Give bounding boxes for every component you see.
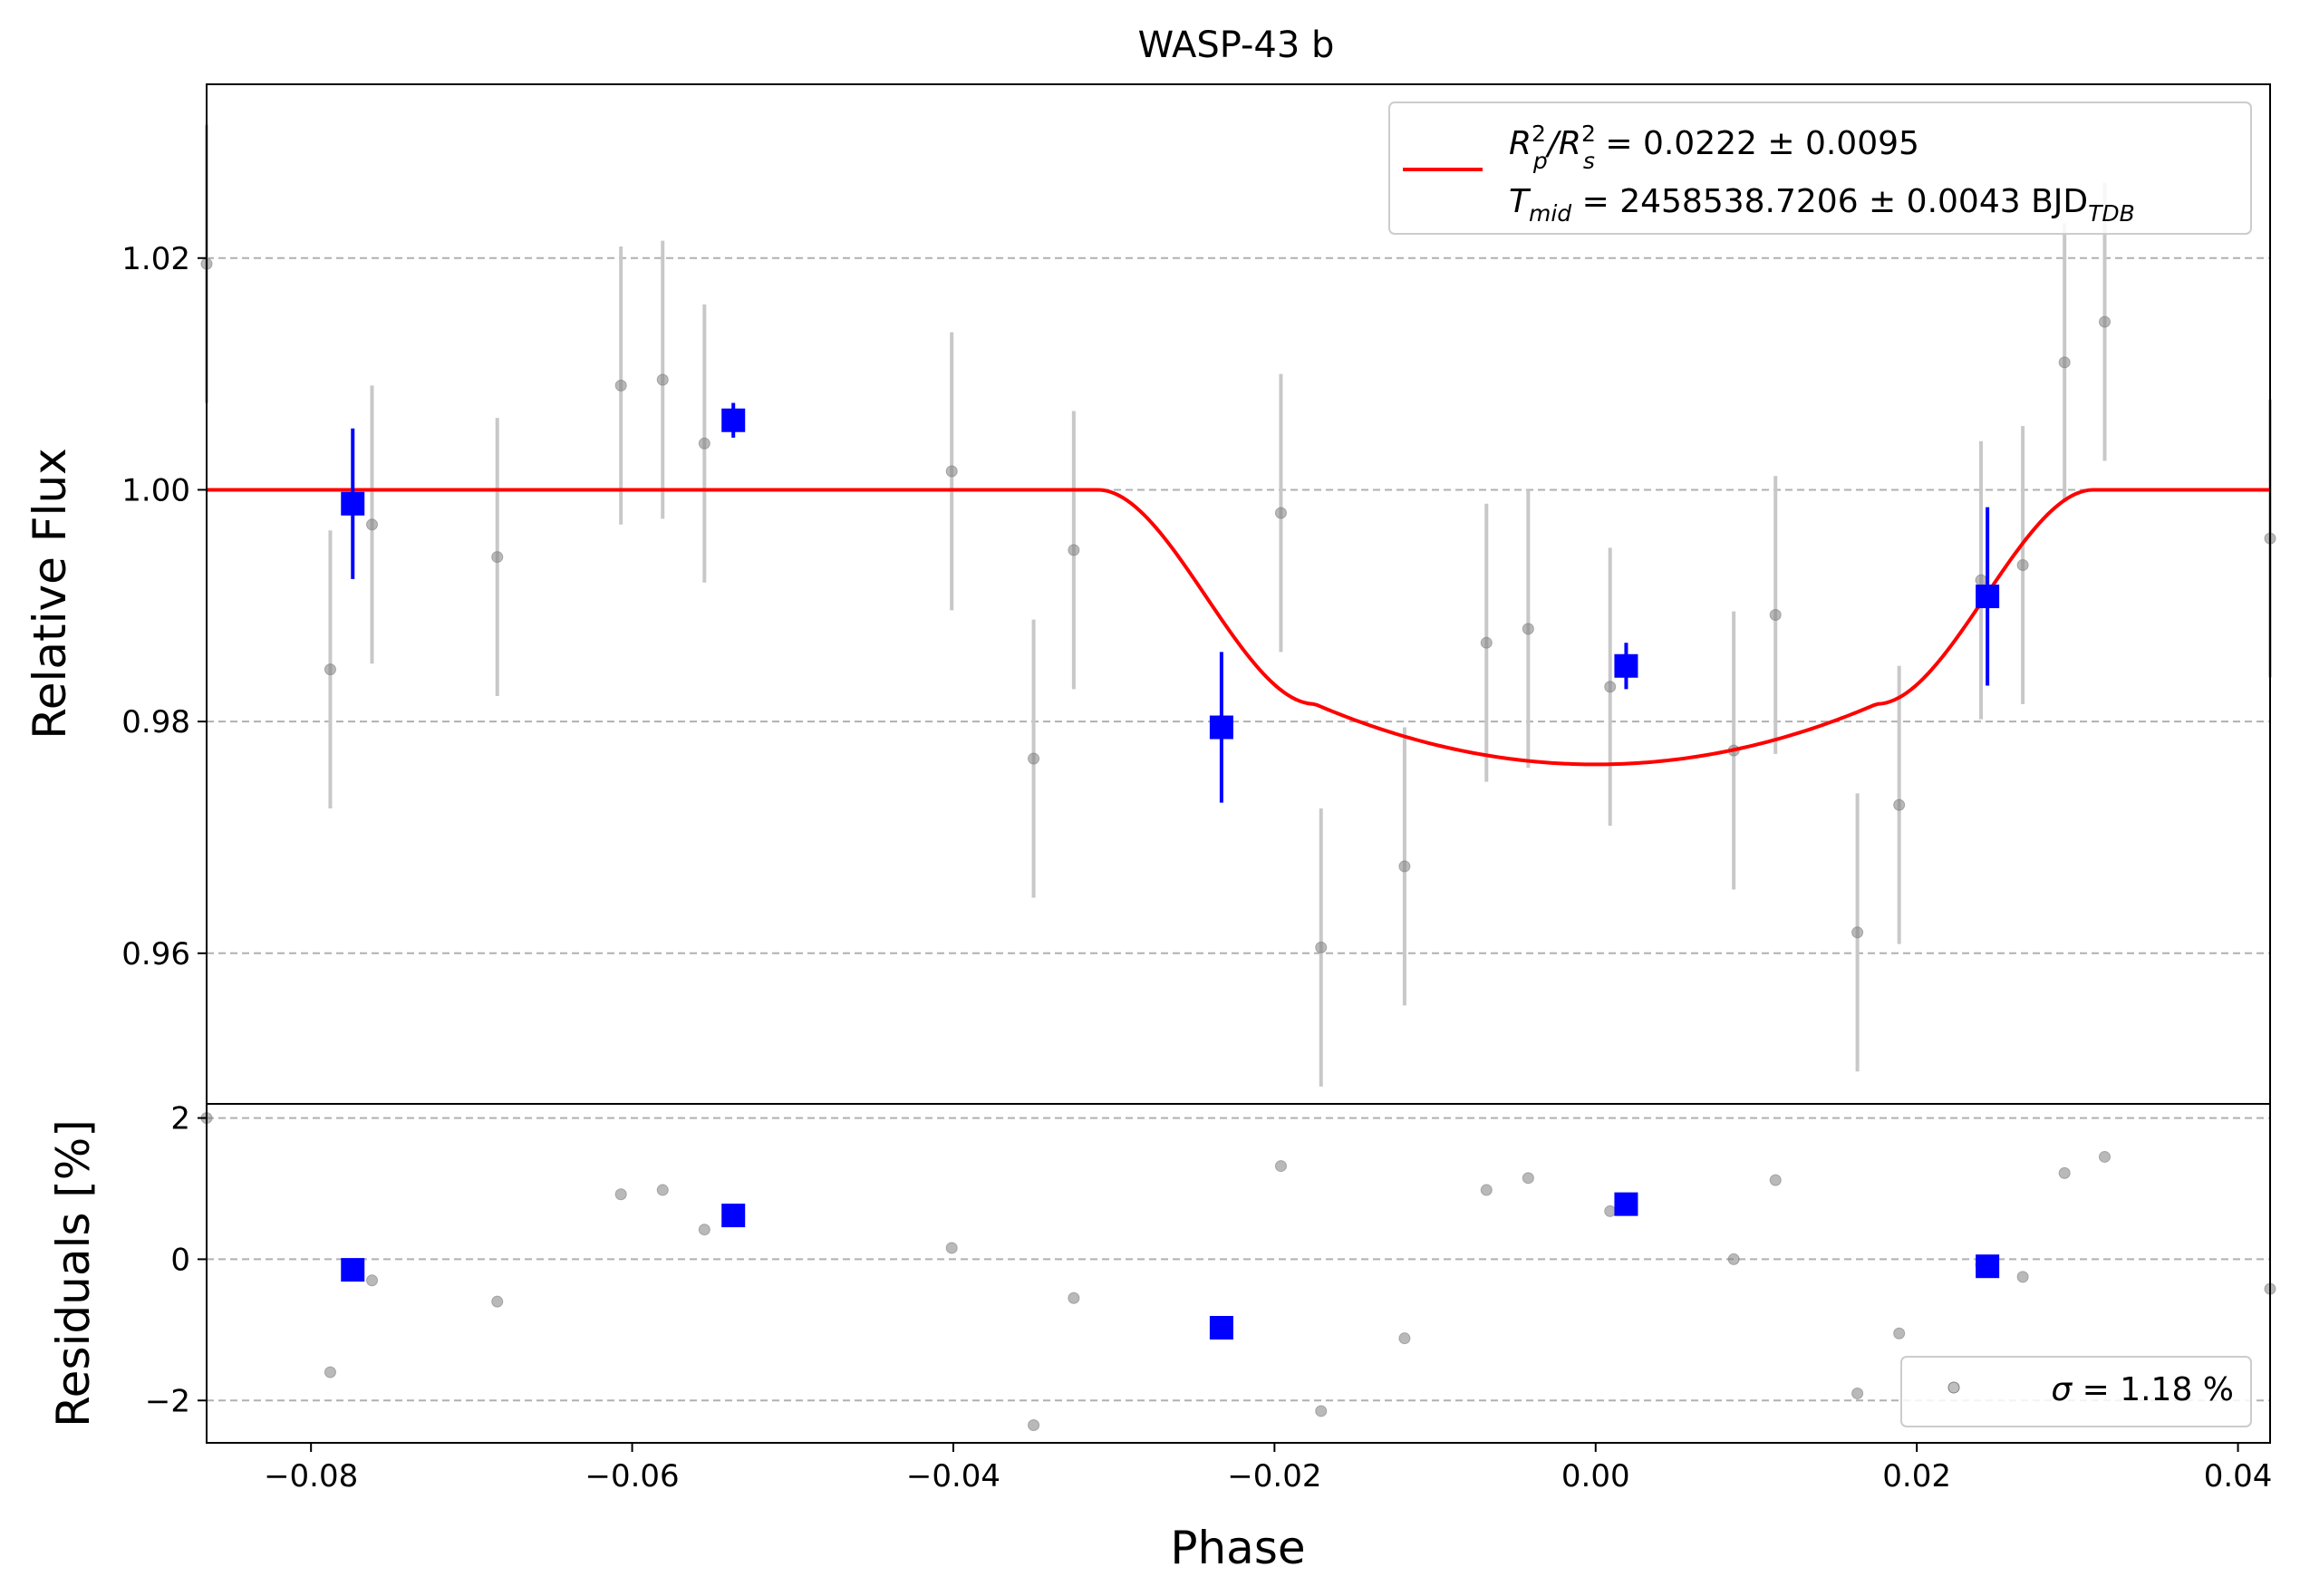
raw-flux-point (1028, 752, 1040, 765)
raw-residual-point (656, 1184, 669, 1196)
raw-residual-point (1604, 1204, 1617, 1217)
raw-residual-point (1315, 1405, 1328, 1417)
binned-flux-point (721, 408, 746, 432)
flux-y-tick-label: 1.02 (121, 241, 190, 277)
flux-legend: R2 p/R2 s = 0.0222 ± 0.0095 Tmid = 2458538… (1388, 102, 2252, 235)
raw-residual-point (1893, 1327, 1906, 1340)
raw-flux-point (2058, 356, 2071, 369)
raw-flux-point (1274, 507, 1287, 519)
raw-residual-point (2016, 1271, 2029, 1283)
residual-y-tick-label: 0 (170, 1242, 190, 1278)
residual-legend: σ = 1.18 % (1900, 1356, 2252, 1427)
binned-flux-point (1614, 653, 1638, 678)
binned-residual-point (721, 1204, 746, 1228)
raw-flux-point (1480, 636, 1493, 649)
transit-model-curve (207, 488, 2270, 767)
raw-residual-point (1851, 1387, 1864, 1399)
raw-flux-point (1315, 941, 1328, 953)
phase-x-tick-label: 0.02 (1882, 1458, 1951, 1494)
raw-residual-point (366, 1274, 379, 1287)
flux-y-axis-label: Relative Flux (24, 448, 76, 739)
binned-residual-point (1976, 1254, 2000, 1279)
raw-flux-point (614, 379, 627, 392)
raw-flux-point (1893, 798, 1906, 811)
phase-x-tick-label: 0.04 (2204, 1458, 2273, 1494)
raw-residual-point (698, 1224, 710, 1236)
phase-x-tick-label: 0.00 (1561, 1458, 1630, 1494)
raw-residual-point (945, 1242, 958, 1254)
residual-plot-frame (206, 1103, 2271, 1444)
raw-flux-point (1068, 544, 1080, 556)
raw-residual-point (324, 1366, 336, 1378)
raw-residual-point (1274, 1160, 1287, 1173)
flux-y-tick-label: 1.00 (121, 472, 190, 508)
legend-tmid-text: Tmid = 2458538.7206 ± 0.0043 BJDTDB (1509, 183, 2135, 227)
raw-flux-point (324, 663, 336, 676)
phase-x-ticks: −0.08 −0.06 −0.04 −0.02 0.00 0.02 0.04 (264, 1443, 2272, 1494)
raw-residual-point (1769, 1174, 1782, 1186)
binned-flux-point (341, 491, 365, 516)
raw-flux-point (1851, 926, 1864, 939)
residual-y-axis-label: Residuals [%] (47, 1119, 100, 1427)
raw-residual-point (1480, 1184, 1493, 1196)
phase-x-tick-label: −0.06 (585, 1458, 679, 1494)
raw-flux-point (945, 465, 958, 478)
raw-residual-point (2058, 1166, 2071, 1179)
raw-residual-point (1522, 1172, 1534, 1185)
legend-residual-marker (1947, 1381, 1960, 1394)
raw-flux-point (1398, 860, 1411, 873)
binned-residual-point (1209, 1315, 1233, 1340)
flux-y-tick-label: 0.96 (121, 936, 190, 972)
raw-flux-point (698, 437, 710, 450)
raw-flux-point (2016, 559, 2029, 572)
raw-flux-point (1522, 623, 1534, 635)
chart-title: WASP-43 b (1138, 24, 1335, 66)
residuals-panel: −2 0 2 σ = 1.18 % (145, 1101, 2276, 1444)
residual-legend-box (1900, 1356, 2252, 1427)
raw-residual-point (1028, 1419, 1040, 1432)
binned-flux-point (1976, 585, 2000, 609)
binned-flux-points (341, 402, 2000, 803)
binned-flux-point (1209, 715, 1233, 740)
legend-depth-text: R2 p/R2 s = 0.0222 ± 0.0095 (1509, 121, 1919, 174)
binned-residual-point (1614, 1192, 1638, 1216)
raw-residual-point (614, 1188, 627, 1201)
residual-y-tick-label: 2 (170, 1101, 190, 1137)
flux-legend-box (1388, 102, 2252, 235)
raw-flux-point (366, 518, 379, 531)
residual-y-tick-label: −2 (145, 1383, 190, 1419)
binned-residual-points (341, 1192, 2000, 1340)
raw-flux-point (491, 551, 504, 564)
binned-residual-point (341, 1258, 365, 1282)
raw-residual-point (491, 1295, 504, 1308)
raw-flux-point (656, 373, 669, 386)
raw-residual-point (2098, 1150, 2111, 1163)
raw-residual-point (1068, 1291, 1080, 1304)
phase-x-tick-label: −0.02 (1227, 1458, 1321, 1494)
raw-residual-point (1398, 1332, 1411, 1345)
raw-flux-point (1769, 609, 1782, 622)
flux-panel: 0.96 0.98 1.00 1.02 R2 p/R2 s = 0.0222 ± 0.00… (121, 83, 2276, 1105)
residual-gridlines (207, 1117, 2270, 1402)
raw-flux-point (2098, 315, 2111, 328)
legend-sigma-text: σ = 1.18 % (2051, 1371, 2234, 1408)
phase-x-tick-label: −0.04 (906, 1458, 1000, 1494)
raw-residual-point (1727, 1253, 1740, 1265)
x-axis-label: Phase (1170, 1522, 1305, 1574)
phase-x-tick-label: −0.08 (264, 1458, 358, 1494)
flux-y-ticks: 0.96 0.98 1.00 1.02 (121, 241, 207, 972)
raw-flux-point (1604, 681, 1617, 693)
raw-flux-point (1975, 574, 1987, 586)
flux-y-tick-label: 0.98 (121, 704, 190, 740)
residual-y-ticks: −2 0 2 (145, 1101, 207, 1419)
